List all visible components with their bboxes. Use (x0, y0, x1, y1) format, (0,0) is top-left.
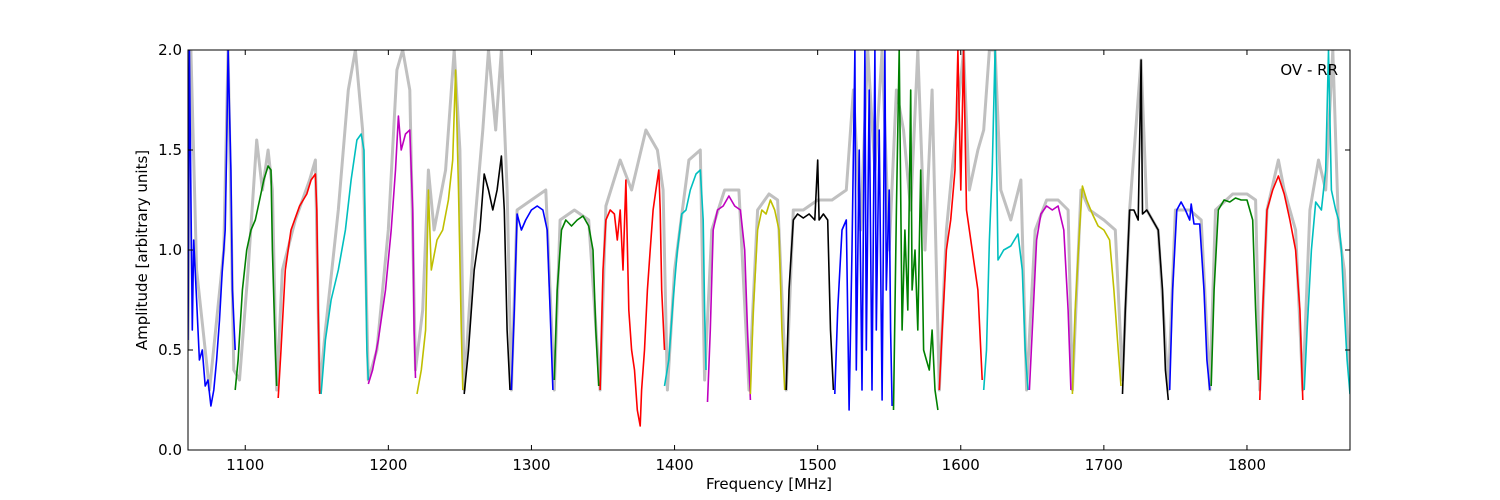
series-line-18 (982, 50, 1029, 391)
series-line-11 (663, 169, 707, 387)
ticks-layer: 1100 1200 1300 1400 1500 1600 1700 1800 0.0 0.5 1.… (158, 41, 1350, 474)
series-line-4 (320, 133, 370, 395)
series-line-25 (1303, 50, 1350, 395)
series-line-23 (1210, 197, 1260, 387)
series-line-22 (1168, 201, 1211, 391)
series-line-8 (510, 205, 554, 391)
y-tick-label: 1.5 (158, 141, 182, 159)
x-tick-label: 1600 (942, 456, 980, 474)
y-tick-label: 1.0 (158, 241, 182, 259)
y-tick-label: 0.0 (158, 441, 182, 459)
x-tick-label: 1300 (512, 456, 550, 474)
series-line-2 (234, 165, 278, 391)
series-line-16 (892, 50, 939, 411)
series-line-17 (938, 50, 983, 391)
x-tick-label: 1700 (1085, 456, 1123, 474)
series-line-3 (277, 173, 321, 399)
series-line-21 (1121, 59, 1170, 401)
series-line-24 (1259, 175, 1304, 401)
series-line-13 (749, 199, 786, 395)
series-line-10 (599, 169, 666, 427)
series-line-20 (1071, 185, 1122, 395)
series-line-7 (463, 155, 511, 395)
series-line-5 (367, 115, 417, 385)
y-tick-label: 2.0 (158, 41, 182, 59)
x-tick-label: 1100 (226, 456, 264, 474)
series-line-9 (553, 215, 600, 387)
series-line-15 (834, 50, 893, 411)
x-tick-label: 1500 (799, 456, 837, 474)
series-line-6 (416, 69, 464, 395)
x-tick-label: 1400 (655, 456, 693, 474)
series-line-19 (1028, 205, 1072, 391)
series-line-1 (188, 50, 236, 407)
series-line-14 (785, 159, 835, 391)
chart-annotation: OV - RR (1280, 61, 1338, 79)
x-tick-label: 1800 (1228, 456, 1266, 474)
x-axis-title: Frequency [MHz] (706, 475, 832, 493)
y-tick-label: 0.5 (158, 341, 182, 359)
series-layer (188, 50, 1350, 427)
series-line-12 (706, 195, 752, 403)
x-tick-label: 1200 (369, 456, 407, 474)
y-axis-title: Amplitude [arbitrary units] (133, 150, 151, 350)
